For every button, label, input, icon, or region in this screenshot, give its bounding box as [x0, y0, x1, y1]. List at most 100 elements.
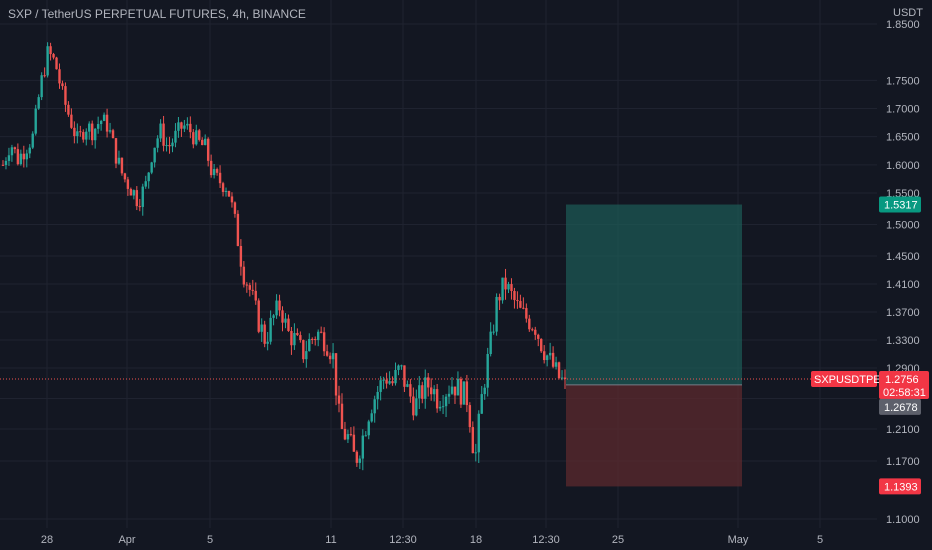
- entry-price-text: 1.2678: [884, 402, 918, 414]
- candle-body: [296, 333, 299, 336]
- candle-body: [370, 413, 373, 422]
- candle-body: [227, 190, 231, 197]
- y-tick-label: 1.1000: [886, 514, 920, 526]
- candle-body: [138, 206, 141, 208]
- candle-body: [117, 157, 121, 164]
- candle-body: [560, 377, 564, 379]
- candle-body: [28, 147, 31, 154]
- candle-body: [183, 125, 186, 129]
- candle-body: [468, 405, 472, 428]
- candle-body: [477, 413, 480, 453]
- candle-body: [337, 395, 341, 404]
- candle-body: [492, 331, 495, 333]
- candle-body: [204, 138, 207, 146]
- candle-body: [209, 160, 213, 176]
- candle-body: [441, 406, 445, 408]
- candle-body: [195, 130, 198, 145]
- candle-body: [346, 434, 350, 440]
- price-axis[interactable]: USDT1.85001.75001.70001.65001.60001.5500…: [886, 7, 923, 526]
- x-tick-label: 28: [41, 534, 53, 546]
- position-zones[interactable]: [566, 204, 742, 487]
- y-tick-label: 1.5000: [886, 220, 920, 232]
- candle-body: [382, 379, 385, 381]
- candle-body: [88, 123, 91, 132]
- target-price-tag-text: 1.5317: [884, 200, 918, 212]
- time-axis[interactable]: 28 Apr 5 11 12:30 18 12:30 25 May 5: [41, 534, 823, 546]
- candle-body: [459, 378, 463, 405]
- candle-body: [96, 124, 100, 129]
- x-tick-label: 11: [325, 534, 336, 546]
- candle-body: [343, 428, 347, 440]
- candle-body: [516, 300, 519, 302]
- candle-body: [58, 69, 61, 84]
- x-tick-label: 18: [470, 534, 482, 546]
- candle-body: [522, 307, 525, 309]
- candle-body: [206, 138, 210, 161]
- candle-body: [180, 122, 183, 129]
- candle-body: [554, 362, 558, 367]
- candle-body: [34, 108, 37, 134]
- candle-body: [495, 296, 498, 332]
- candle-body: [221, 183, 225, 192]
- candle-body: [266, 341, 269, 344]
- current-price-tag: [879, 370, 929, 399]
- candles: [0, 42, 877, 471]
- candle-body: [248, 285, 252, 290]
- x-tick-label: Apr: [118, 534, 135, 546]
- candle-body: [427, 377, 430, 388]
- candle-body: [424, 377, 427, 399]
- candle-body: [316, 331, 320, 341]
- candle-body: [159, 123, 162, 139]
- candle-body: [429, 387, 433, 395]
- candle-body: [55, 57, 58, 70]
- candle-body: [322, 332, 326, 352]
- candle-body: [4, 160, 8, 166]
- y-tick-label: 1.8500: [886, 19, 920, 31]
- candle-body: [25, 153, 28, 160]
- candle-body: [364, 435, 367, 437]
- candle-body: [534, 329, 537, 335]
- candle-body: [334, 353, 338, 396]
- candle-body: [150, 162, 153, 173]
- candle-body: [373, 399, 376, 414]
- candle-body: [254, 290, 257, 301]
- candle-body: [525, 308, 528, 319]
- candle-body: [105, 114, 109, 132]
- candle-body: [432, 389, 436, 395]
- x-tick-label: 5: [207, 534, 213, 546]
- candle-body: [379, 380, 382, 392]
- x-tick-label: 12:30: [532, 534, 560, 546]
- candle-body: [61, 83, 64, 87]
- candle-body: [302, 340, 305, 360]
- candle-body: [397, 365, 400, 370]
- candle-body: [153, 147, 156, 163]
- current-price-text: 1.2756: [885, 374, 919, 386]
- y-tick-label: 1.4500: [886, 251, 920, 263]
- candle-body: [40, 75, 43, 98]
- candle-body: [37, 97, 40, 109]
- candle-body: [251, 289, 254, 291]
- candle-body: [215, 169, 219, 173]
- candle-body: [171, 142, 174, 147]
- axis-unit: USDT: [893, 7, 923, 19]
- candle-body: [504, 277, 507, 290]
- candle-body: [563, 377, 567, 379]
- entry-price-tag: [879, 398, 921, 415]
- candle-body: [328, 355, 332, 360]
- candle-body: [64, 86, 67, 105]
- candle-body: [67, 104, 70, 115]
- candle-body: [331, 353, 335, 360]
- candle-body: [513, 291, 516, 301]
- candle-body: [299, 335, 302, 341]
- candle-body: [551, 352, 555, 367]
- candle-body: [177, 122, 180, 131]
- candle-body: [548, 352, 552, 356]
- candle-body: [233, 202, 237, 214]
- countdown-text: 02:58:31: [883, 387, 926, 399]
- candle-body: [403, 365, 406, 387]
- candle-body: [465, 381, 469, 406]
- candle-body: [471, 427, 475, 454]
- candle-body: [480, 394, 483, 414]
- grid: [0, 0, 877, 528]
